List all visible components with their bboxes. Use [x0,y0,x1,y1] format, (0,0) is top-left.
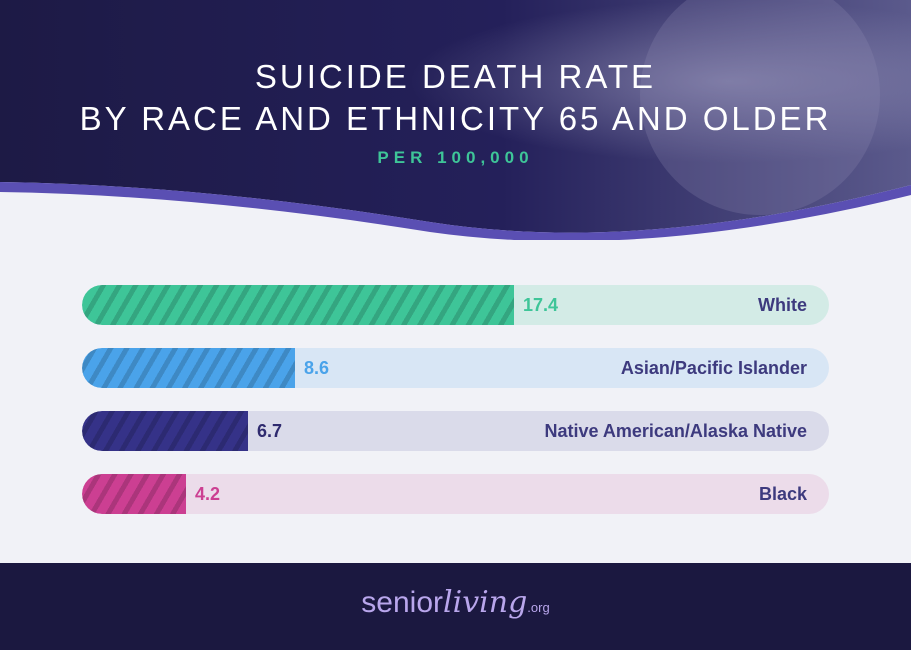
footer: seniorliving.org [0,563,911,650]
bar-value-label: 17.4 [523,295,559,315]
portrait-shape [640,0,880,215]
bar-black [82,474,186,514]
brand-logo: seniorliving.org [0,585,911,620]
bar-row: 4.2 Black [82,474,829,514]
title-line-2: BY RACE AND ETHNICITY 65 AND OLDER [79,100,832,137]
bar-category-label: White [758,295,807,315]
bar-value-label: 6.7 [257,421,283,441]
bar-value-label: 4.2 [195,484,221,504]
header-wave [0,182,911,240]
bar-white [82,285,514,325]
header-background [0,0,911,240]
bar-category-label: Black [758,484,807,504]
bar-category-label: Native American/Alaska Native [544,421,807,441]
header-banner: SUICIDE DEATH RATE BY RACE AND ETHNICITY… [0,0,911,240]
bar-asian-pacific-islander [82,348,295,388]
brand-suffix: .org [527,600,550,615]
brand-prefix: senior [361,586,444,619]
bar-native-american-alaska-native [82,411,248,451]
chart-title: SUICIDE DEATH RATE BY RACE AND ETHNICITY… [0,56,911,140]
title-line-1: SUICIDE DEATH RATE [254,58,657,95]
bar-row: 8.6 Asian/Pacific Islander [82,348,829,388]
bar-row: 17.4 White [82,285,829,325]
brand-script: living [443,585,528,620]
bar-category-label: Asian/Pacific Islander [620,358,807,378]
chart-subtitle: PER 100,000 [377,148,534,167]
bar-chart: 17.4 White 8.6 Asian/Pacific Islander 6.7 Nat… [82,285,829,537]
bar-row: 6.7 Native American/Alaska Native [82,411,829,451]
bar-value-label: 8.6 [304,358,330,378]
